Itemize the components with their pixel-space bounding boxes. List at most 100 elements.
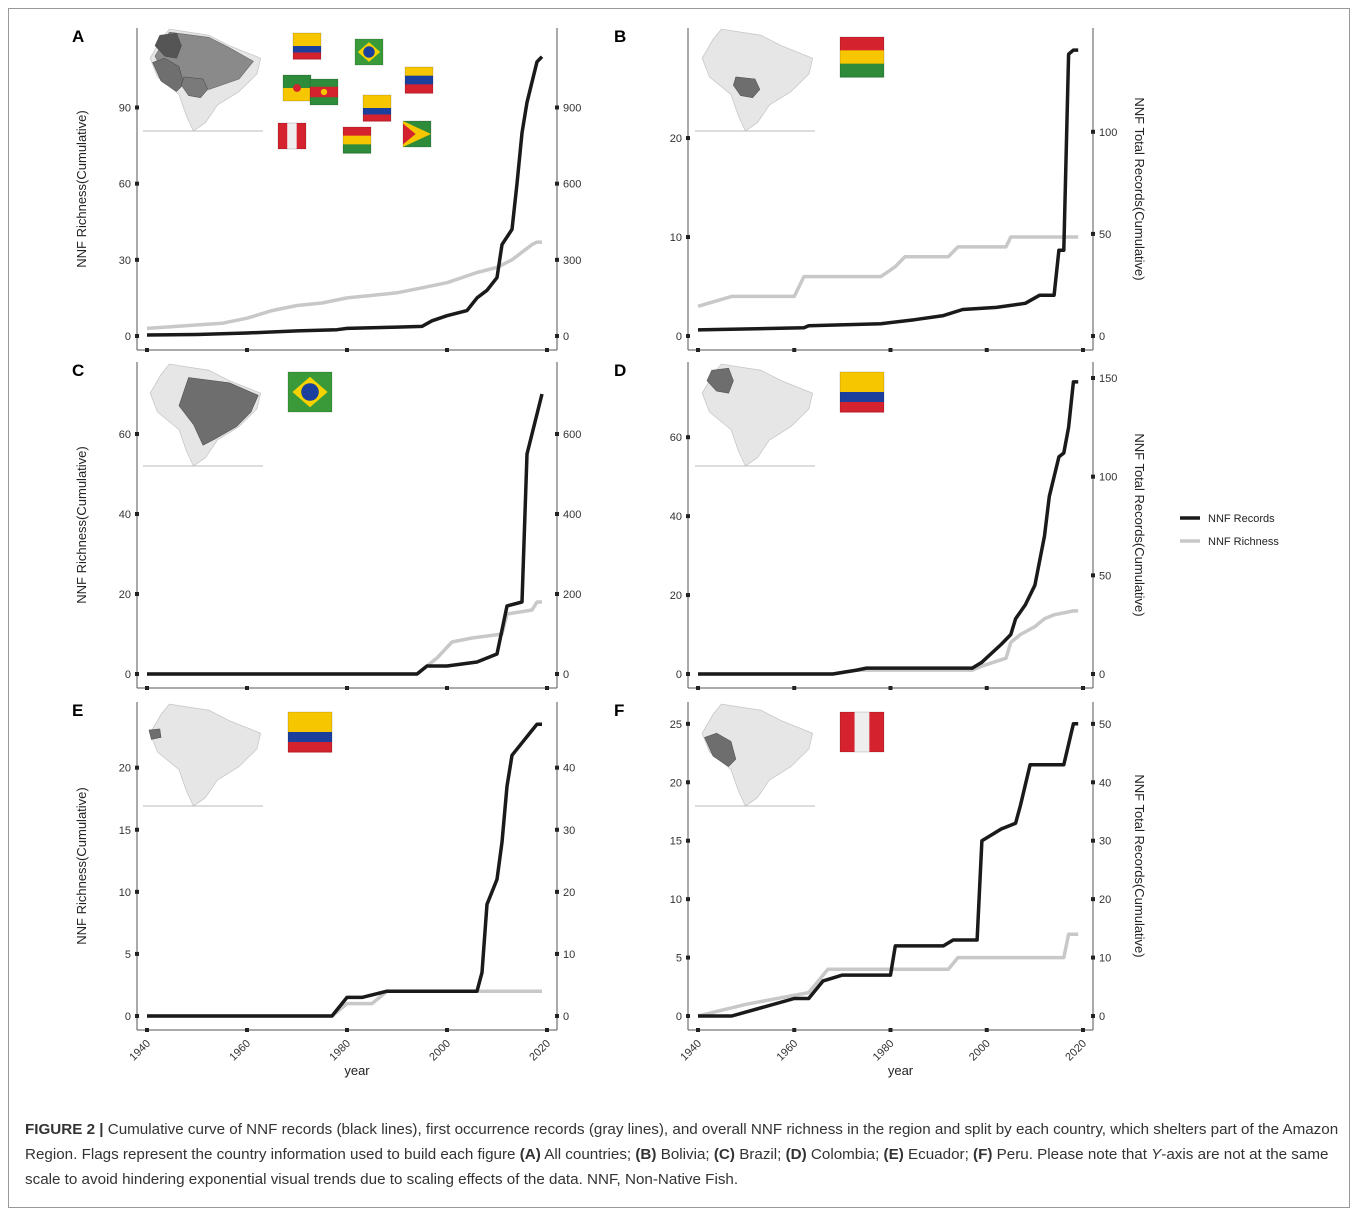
- x-tick-mark: [245, 686, 249, 690]
- y-tick-mark: [686, 334, 690, 338]
- y2-tick-mark: [1091, 231, 1095, 236]
- y2-tick-label: 600: [563, 179, 581, 191]
- x-tick-mark: [696, 348, 700, 352]
- guyana-flag: [402, 120, 432, 148]
- y-tick-mark: [686, 235, 690, 240]
- ecuador-flag-stripe: [363, 108, 391, 115]
- y2-tick-label: 40: [1099, 777, 1111, 789]
- series-line-nnf-richness: [698, 609, 1079, 676]
- y2-tick-mark: [555, 592, 559, 596]
- x-tick-label: 1940: [127, 1038, 153, 1064]
- y-tick-mark: [686, 780, 690, 785]
- ecuador-flag-border: [287, 711, 333, 753]
- fg-flag-top: [283, 75, 311, 88]
- y2-tick-label: 50: [1099, 570, 1111, 582]
- brazil-flag: [354, 38, 384, 66]
- panel-label: F: [614, 701, 624, 720]
- series-line-nnf-records: [698, 722, 1079, 1018]
- fg-flag-bottom: [283, 88, 311, 101]
- y2-tick-mark: [555, 512, 559, 516]
- series-line-nnf-richness: [146, 240, 542, 331]
- colombia-flag-border: [292, 32, 322, 60]
- x-tick-mark: [696, 1028, 700, 1032]
- y-tick-mark: [686, 593, 690, 598]
- highlighted-country: [704, 732, 737, 767]
- brazil-flag-globe: [363, 46, 375, 58]
- y-tick-label: 20: [119, 589, 131, 601]
- y-tick-label: 40: [670, 511, 682, 523]
- x-tick-mark: [245, 348, 249, 352]
- series-line-nnf-richness: [697, 235, 1079, 308]
- series-line-nnf-records: [146, 55, 544, 337]
- x-tick-label: 1980: [327, 1038, 353, 1064]
- x-tick-mark: [445, 1028, 449, 1032]
- y-tick-mark: [135, 512, 139, 516]
- map-inset: [143, 703, 263, 807]
- y2-tick-label: 100: [1099, 472, 1117, 484]
- x-axis-title: year: [888, 1063, 914, 1078]
- y2-axis-title: NNF Total Records(Cumulative): [1132, 97, 1147, 280]
- y2-tick-label: 50: [1099, 229, 1111, 241]
- y-tick-label: 0: [676, 331, 682, 343]
- highlighted-country: [733, 76, 761, 99]
- brazil-flag-border: [354, 38, 384, 66]
- y-tick-label: 90: [119, 102, 131, 114]
- french-guiana-flag: [282, 74, 312, 102]
- peru-flag-stripe: [287, 123, 297, 149]
- caption-ref-f: (F): [973, 1146, 993, 1163]
- brazil-flag-border: [287, 371, 333, 413]
- x-tick-mark: [345, 348, 349, 352]
- series-line-nnf-richness: [697, 932, 1079, 1018]
- y-tick-label: 60: [119, 429, 131, 441]
- y2-tick-mark: [555, 951, 559, 956]
- caption-ref-a: (A): [519, 1146, 541, 1163]
- ecuador-flag-stripe: [288, 732, 332, 743]
- x-tick-mark: [545, 348, 549, 352]
- y-tick-label: 5: [676, 953, 682, 965]
- y2-tick-label: 0: [1099, 1011, 1105, 1023]
- y-tick-label: 5: [125, 949, 131, 961]
- x-tick-mark: [1081, 686, 1085, 690]
- highlighted-country: [178, 377, 259, 446]
- y-axis-title: NNF Richness(Cumulative): [74, 110, 89, 267]
- x-tick-mark: [984, 348, 989, 352]
- caption-text: Cumulative curve of NNF records (black l…: [25, 1121, 1339, 1163]
- bolivia-flag: [342, 126, 372, 154]
- caption-lead: FIGURE 2 |: [25, 1121, 104, 1138]
- y-tick-label: 60: [670, 432, 682, 444]
- y2-tick-label: 30: [1099, 836, 1111, 848]
- y2-tick-mark: [555, 827, 559, 832]
- y2-tick-mark: [1091, 129, 1095, 134]
- x-tick-mark: [145, 348, 149, 352]
- country-region: [154, 32, 182, 59]
- guyana-flag-border: [402, 120, 432, 148]
- y-tick-mark: [686, 136, 690, 141]
- caption-ref-e: (E): [883, 1146, 904, 1163]
- fg-flag-star: [293, 84, 301, 92]
- y-tick-mark: [686, 672, 690, 676]
- caption-text-f: Peru. Please note that: [992, 1146, 1152, 1163]
- south-america-shape: [701, 703, 814, 807]
- ecuador-flag: [287, 711, 333, 753]
- venezuela-flag: [404, 66, 434, 94]
- x-tick-label: 2020: [527, 1038, 553, 1064]
- y-tick-label: 10: [670, 894, 682, 906]
- y2-tick-mark: [1091, 721, 1095, 726]
- colombia-flag: [292, 32, 322, 60]
- suriname-flag-star: [320, 88, 328, 96]
- colombia-flag-stripe: [840, 402, 884, 413]
- suriname-flag: [309, 78, 339, 106]
- series-line-nnf-records: [147, 722, 542, 1018]
- caption-ref-d: (D): [785, 1146, 807, 1163]
- y-tick-label: 25: [670, 719, 682, 731]
- colombia-flag: [839, 371, 885, 413]
- x-tick-mark: [145, 686, 149, 690]
- y2-tick-mark: [555, 432, 559, 436]
- y2-tick-label: 20: [563, 887, 575, 899]
- map-inset: [143, 28, 263, 132]
- y-tick-label: 20: [119, 763, 131, 775]
- y2-tick-label: 0: [1099, 669, 1105, 681]
- y-tick-mark: [135, 181, 139, 186]
- highlighted-country: [706, 367, 734, 394]
- panel-f: F 0 5 10 15 20 25 0 10 20 30 40 50 1940 1960 1980 2000 20…: [614, 701, 1147, 1078]
